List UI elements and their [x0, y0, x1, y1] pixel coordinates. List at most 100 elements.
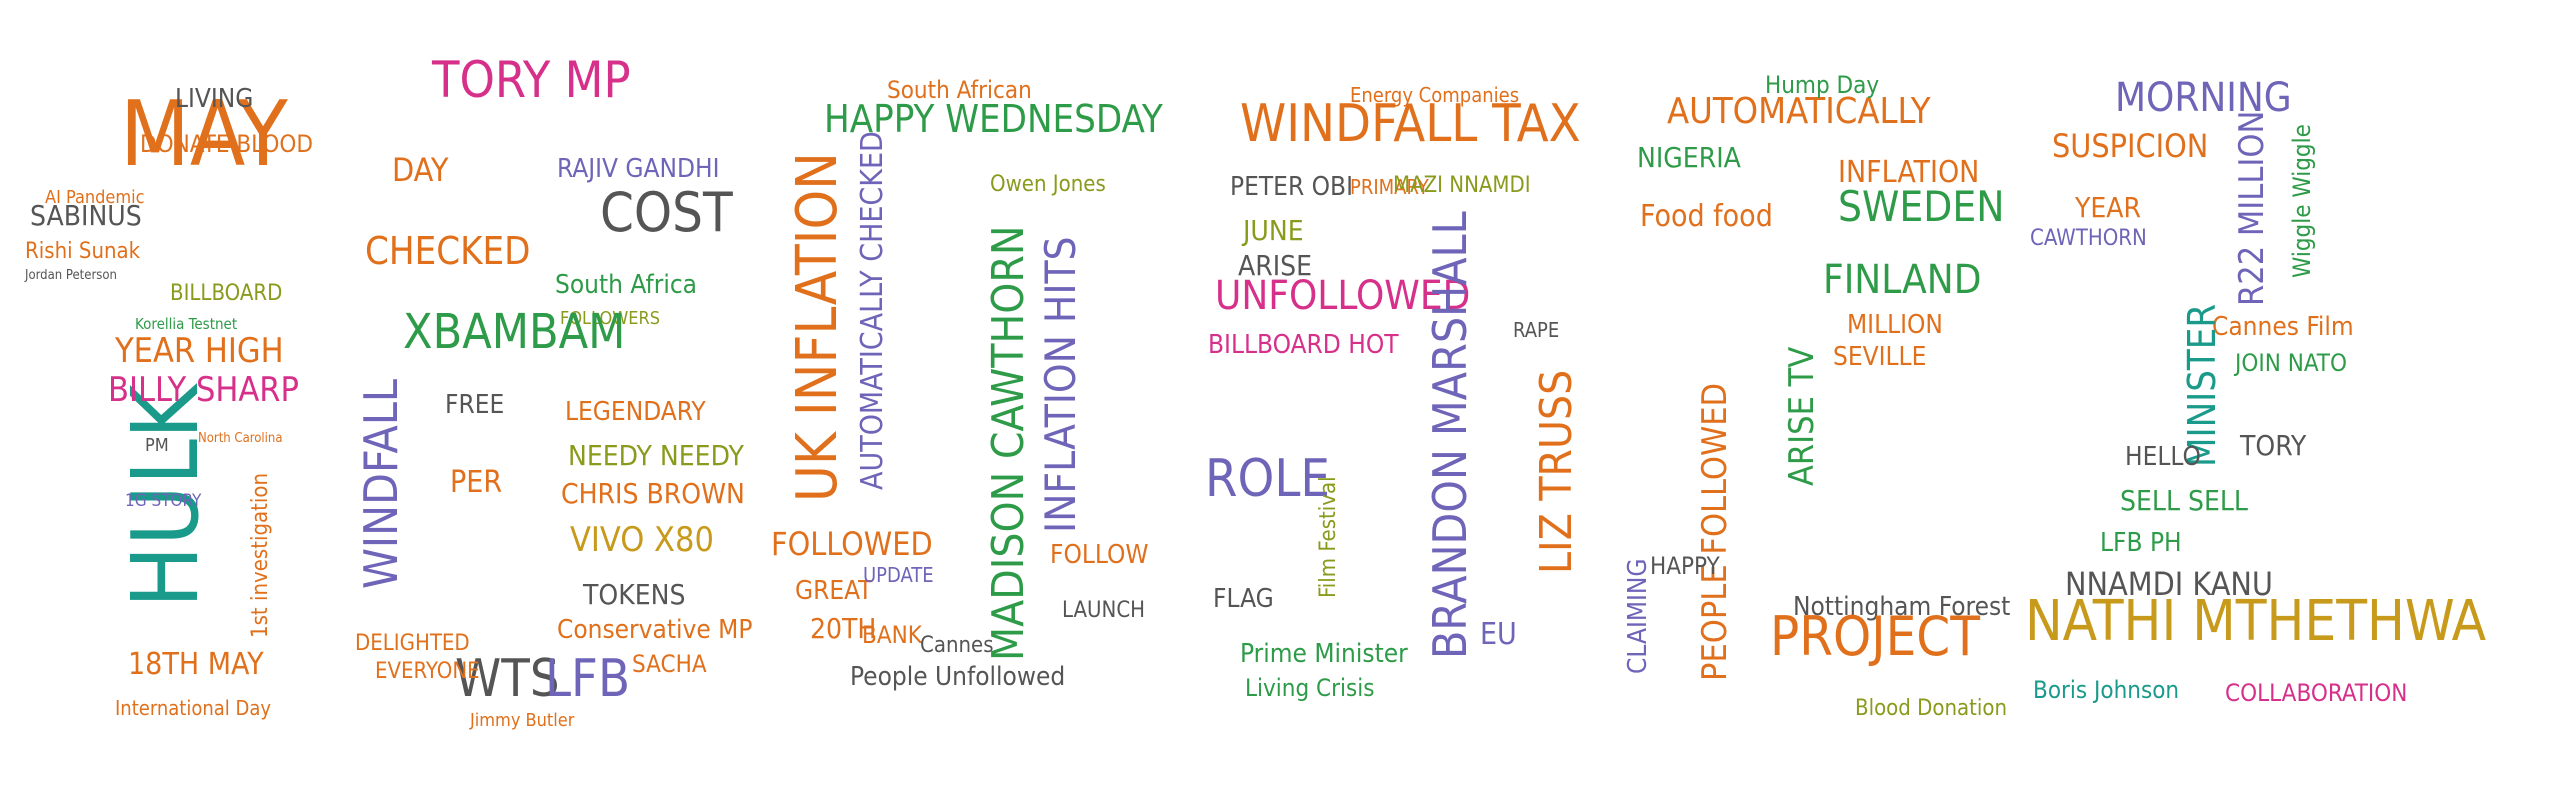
word: EVERYONE	[375, 659, 480, 684]
word: LFB PH	[2100, 528, 2182, 558]
word: Conservative MP	[557, 615, 753, 645]
word: FREE	[445, 390, 505, 420]
word: South Africa	[555, 270, 698, 300]
word: CHRIS BROWN	[561, 477, 745, 510]
word: North Carolina	[198, 431, 283, 446]
word: YEAR	[2075, 191, 2142, 224]
word: Wiggle Wiggle	[2288, 124, 2316, 278]
word: RAPE	[1513, 318, 1560, 342]
word: LEGENDARY	[565, 397, 706, 427]
word: South African	[887, 76, 1032, 104]
word: NATHI MTHETHWA	[2025, 589, 2487, 654]
word: VIVO X80	[570, 520, 714, 560]
word: LIVING	[175, 84, 254, 114]
word: MORNING	[2115, 75, 2292, 121]
word: Jimmy Butler	[470, 710, 575, 731]
word: Korellia Testnet	[135, 315, 238, 333]
word: Nottingham Forest	[1793, 592, 2011, 622]
word: FINLAND	[1823, 257, 1982, 303]
word: ROLE	[1205, 449, 1330, 509]
word: WTS	[455, 649, 560, 709]
word: SWEDEN	[1838, 182, 2005, 231]
word: JOIN NATO	[2235, 349, 2347, 377]
word: Boris Johnson	[2033, 676, 2180, 704]
word: BILLBOARD HOT	[1208, 330, 1399, 360]
word: TORY MP	[432, 51, 631, 109]
word: SABINUS	[30, 199, 142, 232]
word: EU	[1480, 617, 1517, 652]
word: RAJIV GANDHI	[557, 154, 720, 184]
word: HAPPY	[1650, 552, 1720, 580]
word: AUTOMATICALLY	[1667, 91, 1931, 132]
word: Food food	[1640, 199, 1773, 234]
word: PETER OBI	[1230, 172, 1353, 202]
word: Prime Minister	[1240, 639, 1408, 669]
word: FLAG	[1213, 584, 1274, 614]
word: PRIMARY	[1350, 175, 1429, 199]
word: LFB	[545, 649, 631, 709]
word: PM	[145, 435, 169, 456]
word: NNAMDI KANU	[2065, 565, 2273, 603]
word: SELL SELL	[2120, 484, 2248, 517]
word: MAZI NNAMDI	[1393, 173, 1531, 198]
word: R22 MILLION	[2232, 110, 2272, 306]
word: LAUNCH	[1062, 598, 1146, 623]
word: UPDATE	[863, 563, 934, 587]
word: BILLBOARD	[170, 281, 283, 306]
word: DELIGHTED	[355, 631, 470, 656]
word: 18TH MAY	[128, 647, 264, 682]
word: FOLLOW	[1050, 540, 1149, 570]
word: GREAT	[795, 576, 873, 606]
word: TORY	[2240, 429, 2307, 462]
word: FOLLOWED	[771, 525, 933, 563]
word: UNFOLLOWED	[1215, 273, 1471, 319]
word: SUSPICION	[2052, 127, 2209, 165]
word: DONATE BLOOD	[140, 130, 313, 158]
word: BANK	[862, 621, 922, 649]
word: CHECKED	[365, 229, 531, 273]
word: HELLO	[2125, 442, 2201, 472]
word: XBAMBAM	[403, 304, 626, 360]
word: MAY	[120, 82, 288, 187]
word: ARISE	[1238, 249, 1313, 282]
word: NIGERIA	[1637, 141, 1741, 174]
word: FOLLOWERS	[560, 308, 660, 329]
word: HAPPY WEDNESDAY	[824, 97, 1163, 141]
word: DAY	[392, 151, 449, 189]
word: 1G STORY	[125, 491, 202, 511]
word: YEAR HIGH	[115, 331, 284, 371]
word: Energy Companies	[1350, 83, 1520, 107]
word: PROJECT	[1770, 605, 1980, 668]
word: COLLABORATION	[2225, 679, 2408, 707]
word: Cannes Film	[2212, 312, 2354, 342]
word: Jordan Peterson	[25, 268, 117, 283]
word: PER	[450, 465, 503, 500]
word: Owen Jones	[990, 172, 1106, 197]
word: Blood Donation	[1855, 696, 2008, 721]
word: CAWTHORN	[2030, 226, 2147, 251]
word: BILLY SHARP	[108, 370, 299, 410]
word: Living Crisis	[1245, 674, 1375, 702]
word: NEEDY NEEDY	[568, 439, 744, 472]
word: SEVILLE	[1833, 342, 1927, 372]
word: COST	[600, 181, 733, 244]
word: Hump Day	[1765, 71, 1880, 99]
word: SACHA	[632, 650, 707, 678]
word: JUNE	[1243, 214, 1304, 247]
word: People Unfollowed	[850, 662, 1066, 692]
word: International Day	[115, 696, 272, 720]
word: INFLATION	[1838, 155, 1980, 190]
word: Rishi Sunak	[25, 239, 141, 264]
word: 20TH	[810, 612, 877, 645]
word: TOKENS	[583, 578, 686, 611]
word: AI Pandemic	[45, 187, 145, 208]
word: MILLION	[1847, 310, 1943, 340]
word: Cannes	[920, 633, 994, 658]
